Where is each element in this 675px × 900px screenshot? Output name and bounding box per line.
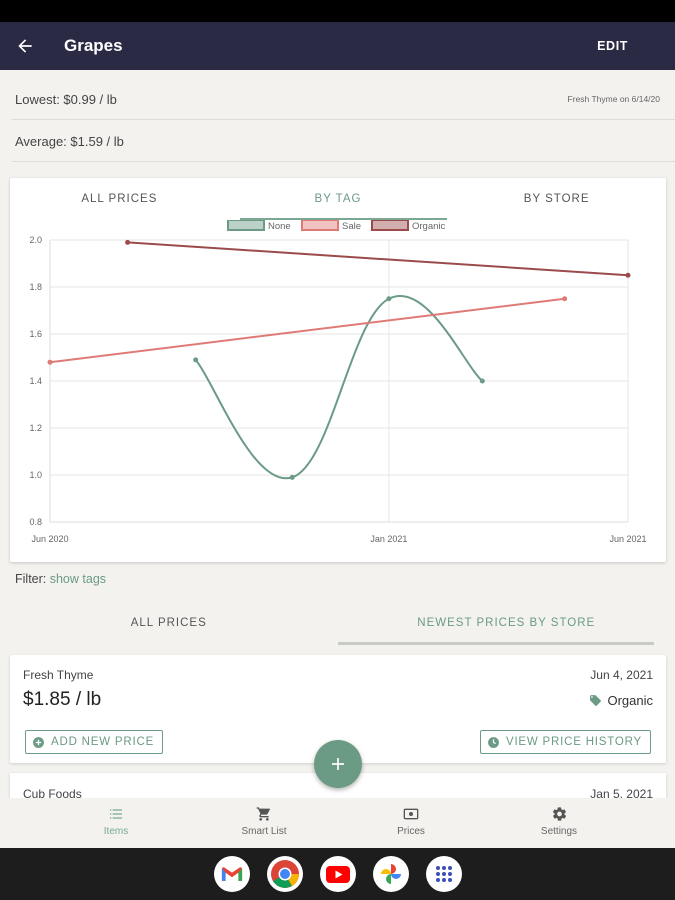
- chart-tabs: ALL PRICES BY TAG BY STORE: [10, 178, 666, 220]
- data-point: [386, 296, 392, 302]
- x-tick-label: Jan 2021: [370, 534, 407, 544]
- series-line: [194, 295, 483, 480]
- y-tick-label: 1.2: [29, 423, 42, 433]
- back-button[interactable]: [0, 22, 50, 70]
- x-tick-label: Jun 2020: [31, 534, 68, 544]
- series-line: [127, 241, 629, 277]
- y-tick-label: 2.0: [29, 235, 42, 245]
- nav-smart-list-label: Smart List: [241, 826, 287, 837]
- x-tick-label: Jun 2021: [609, 534, 646, 544]
- data-point: [479, 378, 485, 384]
- filter-row: Filter: show tags: [15, 572, 106, 586]
- list-icon: [110, 809, 122, 819]
- y-tick-label: 0.8: [29, 517, 42, 527]
- list-tabs: ALL PRICES NEWEST PRICES BY STORE: [0, 608, 675, 644]
- price-chart: 0.8 1.0 1.2 1.4 1.6 1.8 2.0 Jun 2020 Jan 2021 Jun…: [29, 220, 647, 544]
- average-row: Average: $1.59 / lb: [0, 120, 675, 162]
- lowest-source: Fresh Thyme on 6/14/20: [567, 94, 660, 104]
- store-name: Fresh Thyme: [23, 668, 94, 682]
- add-new-price-label: ADD NEW PRICE: [51, 736, 155, 748]
- legend-label: None: [268, 221, 291, 232]
- store-name: Cub Foods: [23, 787, 82, 801]
- nav-settings[interactable]: Settings: [509, 806, 609, 837]
- data-point: [289, 474, 295, 480]
- price-tag: Organic: [589, 693, 653, 708]
- price-value: $1.85 / lb: [23, 689, 102, 710]
- nav-items-label: Items: [103, 826, 129, 837]
- app-bar: Grapes EDIT: [0, 22, 675, 70]
- y-tick-label: 1.6: [29, 329, 42, 339]
- view-price-history-label: VIEW PRICE HISTORY: [505, 736, 642, 748]
- legend-swatch: [301, 220, 339, 231]
- tab-all-prices[interactable]: ALL PRICES: [81, 193, 158, 205]
- youtube-icon[interactable]: [320, 856, 356, 892]
- legend-swatch: [227, 220, 265, 231]
- add-new-price-button[interactable]: ADD NEW PRICE: [25, 730, 164, 754]
- legend-swatch: [371, 220, 409, 231]
- tab-list-all-prices[interactable]: ALL PRICES: [130, 617, 207, 629]
- history-icon: [488, 736, 499, 748]
- tab-by-tag[interactable]: BY TAG: [314, 193, 362, 205]
- lowest-row: Lowest: $0.99 / lb Fresh Thyme on 6/14/2…: [0, 78, 675, 120]
- view-price-history-button[interactable]: VIEW PRICE HISTORY: [479, 730, 651, 754]
- bottom-nav: Items Smart List Prices Settings: [0, 798, 675, 848]
- price-date: Jan 5, 2021: [590, 787, 653, 801]
- photos-icon[interactable]: [373, 856, 409, 892]
- legend-label: Sale: [342, 221, 361, 232]
- nav-settings-label: Settings: [540, 826, 578, 837]
- add-circle-icon: [33, 736, 44, 748]
- tab-by-store[interactable]: BY STORE: [523, 193, 590, 205]
- price-date: Jun 4, 2021: [590, 668, 653, 682]
- chrome-icon[interactable]: [267, 856, 303, 892]
- tag-icon: [590, 695, 602, 706]
- app-launcher-icon[interactable]: [426, 856, 462, 892]
- data-point: [125, 239, 131, 245]
- data-point: [562, 296, 568, 302]
- data-point: [47, 359, 53, 365]
- money-icon: [403, 808, 419, 820]
- gmail-icon[interactable]: [214, 856, 250, 892]
- legend-label: Organic: [412, 221, 446, 232]
- average-price: Average: $1.59 / lb: [15, 133, 124, 149]
- tab-newest-by-store[interactable]: NEWEST PRICES BY STORE: [417, 617, 596, 629]
- cart-icon: [256, 807, 270, 821]
- list-tab-indicator: [338, 642, 654, 645]
- nav-smart-list[interactable]: Smart List: [214, 806, 314, 837]
- arrow-back-icon: [18, 39, 32, 53]
- divider: [12, 119, 675, 120]
- lowest-price: Lowest: $0.99 / lb: [15, 91, 117, 107]
- edit-button[interactable]: EDIT: [597, 39, 628, 53]
- page-title: Grapes: [64, 36, 123, 55]
- show-tags-link[interactable]: show tags: [49, 572, 107, 586]
- divider: [12, 161, 675, 162]
- y-tick-label: 1.8: [29, 282, 42, 292]
- add-fab-button[interactable]: [314, 740, 362, 788]
- nav-prices-label: Prices: [397, 826, 425, 837]
- tab-indicator: [240, 218, 447, 220]
- series-line: [49, 297, 565, 364]
- nav-prices[interactable]: Prices: [361, 806, 461, 837]
- y-tick-label: 1.4: [29, 376, 42, 386]
- status-bar: [0, 0, 675, 22]
- plus-icon: [332, 758, 344, 770]
- gear-icon: [552, 807, 566, 821]
- data-point: [625, 272, 631, 278]
- chart-card: ALL PRICES BY TAG BY STORE 0.8 1.0 1.2 1.4 1…: [10, 178, 666, 562]
- system-taskbar: [0, 848, 675, 900]
- nav-items[interactable]: Items: [66, 806, 166, 837]
- data-point: [193, 357, 199, 363]
- tag-label: Organic: [607, 693, 653, 708]
- filter-label: Filter:: [15, 572, 47, 586]
- y-tick-label: 1.0: [29, 470, 42, 480]
